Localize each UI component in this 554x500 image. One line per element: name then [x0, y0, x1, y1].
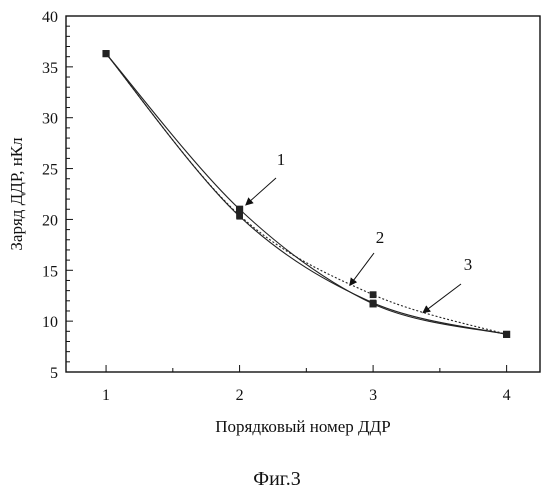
data-point: [236, 206, 243, 213]
y-axis: 5 10 15 20 25 30 35 40: [42, 9, 73, 382]
series-layer: [102, 50, 510, 338]
y-tick-label: 30: [42, 111, 58, 128]
series-callouts: 1 2 3: [247, 150, 473, 312]
x-axis-label: Порядковый номер ДДР: [215, 417, 390, 436]
callout-arrow: [424, 284, 461, 312]
data-point: [370, 300, 376, 306]
series-2: [103, 50, 510, 337]
x-tick-label: 2: [236, 387, 244, 404]
x-tick-label: 3: [369, 387, 377, 404]
series-line: [106, 54, 507, 335]
series-line: [106, 54, 507, 335]
data-point: [503, 331, 510, 338]
series-line: [106, 54, 507, 335]
chart: 5 10 15 20 25 30 35 40 1 2 3 4 1 2 3 Порядковый номе…: [0, 0, 554, 460]
callout-arrow: [350, 253, 374, 285]
plot-frame: [66, 16, 540, 372]
y-axis-label: Заряд ДДР, нКл: [7, 137, 26, 251]
data-point: [236, 212, 243, 219]
y-tick-label: 35: [42, 60, 58, 77]
figure-caption: Фиг.3: [0, 468, 554, 491]
series-3: [103, 50, 510, 338]
data-point: [103, 50, 110, 57]
series-1: [102, 50, 510, 338]
series-label-3: 3: [464, 255, 473, 274]
y-tick-label: 5: [50, 365, 58, 382]
y-tick-label: 20: [42, 212, 58, 229]
series-label-1: 1: [277, 150, 286, 169]
x-axis: 1 2 3 4: [102, 365, 511, 404]
y-tick-label: 15: [42, 263, 58, 280]
x-tick-label: 4: [503, 387, 511, 404]
y-tick-label: 10: [42, 314, 58, 331]
callout-arrow: [247, 178, 276, 204]
y-tick-label: 40: [42, 9, 58, 26]
y-tick-label: 25: [42, 162, 58, 179]
data-point: [370, 291, 377, 298]
x-tick-label: 1: [102, 387, 110, 404]
series-label-2: 2: [376, 228, 385, 247]
